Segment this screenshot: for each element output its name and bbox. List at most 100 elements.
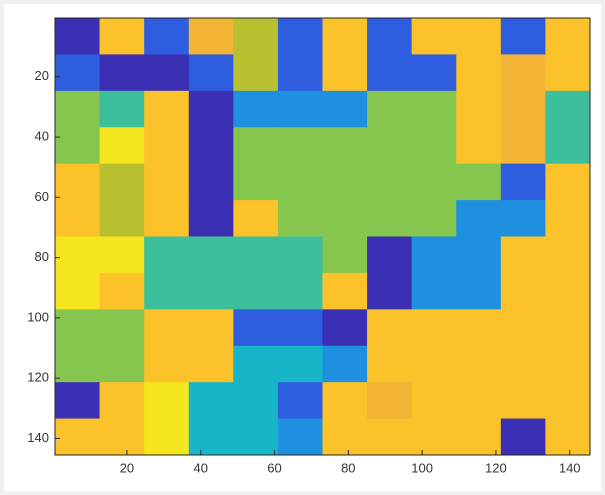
image-cell	[456, 309, 501, 346]
image-cell	[100, 200, 145, 237]
image-cell	[501, 127, 546, 164]
x-tick-label: 40	[194, 460, 208, 475]
image-cell	[233, 237, 278, 274]
image-cell	[323, 419, 368, 456]
image-cell	[189, 164, 234, 201]
x-tick-label: 120	[485, 460, 507, 475]
image-cell	[144, 54, 189, 91]
image-cell	[456, 419, 501, 456]
image-cell	[412, 91, 457, 128]
image-cell	[412, 309, 457, 346]
image-cell	[278, 91, 323, 128]
image-cell	[55, 382, 100, 419]
image-cell	[278, 273, 323, 310]
y-tick-label: 40	[35, 128, 49, 143]
image-cell	[189, 419, 234, 456]
image-cell	[367, 419, 412, 456]
image-cell	[189, 382, 234, 419]
image-cell	[456, 237, 501, 274]
image-cell	[323, 309, 368, 346]
x-tick-label: 100	[411, 460, 433, 475]
image-cell	[412, 164, 457, 201]
image-cell	[412, 382, 457, 419]
image-cell	[189, 91, 234, 128]
y-tick-label: 140	[27, 430, 49, 445]
y-tick-label: 100	[27, 309, 49, 324]
image-cell	[189, 273, 234, 310]
image-cell	[55, 164, 100, 201]
image-cell	[323, 237, 368, 274]
image-cell	[456, 127, 501, 164]
image-cell	[501, 237, 546, 274]
image-cell	[412, 273, 457, 310]
image-cell	[278, 164, 323, 201]
image-cell	[233, 18, 278, 55]
image-cell	[144, 164, 189, 201]
image-cell	[100, 91, 145, 128]
image-cell	[100, 382, 145, 419]
image-cell	[278, 309, 323, 346]
image-cell	[323, 54, 368, 91]
image-cell	[278, 346, 323, 383]
image-cell	[189, 346, 234, 383]
image-cell	[100, 54, 145, 91]
image-cell	[278, 237, 323, 274]
image-cell	[456, 200, 501, 237]
image-cell	[189, 127, 234, 164]
image-cell	[545, 18, 590, 55]
image-cell	[144, 346, 189, 383]
image-cell	[545, 127, 590, 164]
image-cell	[323, 200, 368, 237]
image-cell	[233, 200, 278, 237]
image-cell	[412, 127, 457, 164]
image-cell	[545, 91, 590, 128]
image-cell	[456, 54, 501, 91]
image-cell	[412, 237, 457, 274]
image-cell	[144, 127, 189, 164]
image-cell	[367, 382, 412, 419]
image-cell	[278, 419, 323, 456]
image-cell	[323, 273, 368, 310]
image-cell	[545, 419, 590, 456]
y-tick-label: 20	[35, 68, 49, 83]
image-cell	[456, 346, 501, 383]
image-cell	[55, 273, 100, 310]
image-cell	[55, 419, 100, 456]
image-cell	[367, 18, 412, 55]
image-cell	[545, 164, 590, 201]
image-cell	[100, 164, 145, 201]
image-cell	[100, 18, 145, 55]
image-cell	[278, 18, 323, 55]
image-cell	[456, 91, 501, 128]
image-cell	[233, 127, 278, 164]
y-tick-label: 60	[35, 189, 49, 204]
image-cell	[100, 309, 145, 346]
image-cell	[100, 127, 145, 164]
image-cell	[412, 419, 457, 456]
image-cell	[278, 127, 323, 164]
image-cell	[144, 91, 189, 128]
image-cell	[55, 237, 100, 274]
image-cell	[545, 237, 590, 274]
image-cell	[456, 18, 501, 55]
image-cell	[189, 237, 234, 274]
image-cell	[189, 18, 234, 55]
image-cell	[55, 18, 100, 55]
image-cell	[545, 273, 590, 310]
image-cell	[55, 127, 100, 164]
image-cell	[323, 91, 368, 128]
image-cell	[323, 346, 368, 383]
image-cell	[278, 200, 323, 237]
image-cell	[501, 54, 546, 91]
image-cell	[545, 54, 590, 91]
image-cell	[456, 273, 501, 310]
x-tick-label: 140	[559, 460, 581, 475]
image-cell	[545, 309, 590, 346]
image-cell	[323, 164, 368, 201]
image-cell	[501, 200, 546, 237]
image-cell	[144, 419, 189, 456]
image-cell	[367, 127, 412, 164]
image-cell	[233, 419, 278, 456]
image-cell	[367, 164, 412, 201]
image-cell	[367, 309, 412, 346]
